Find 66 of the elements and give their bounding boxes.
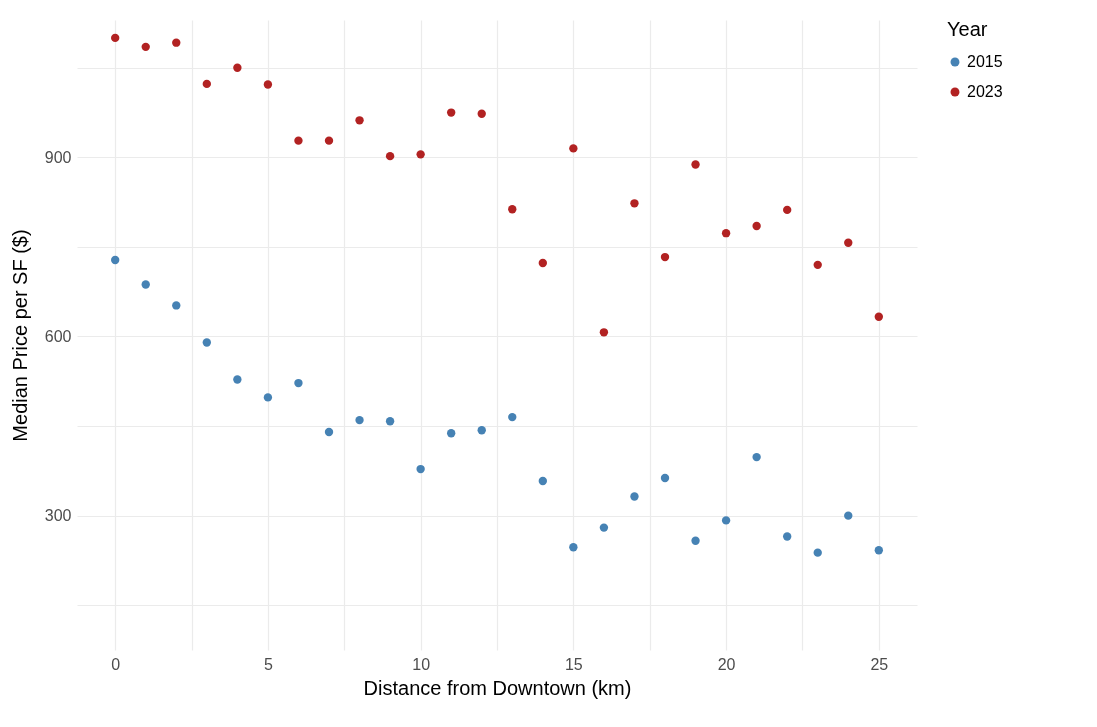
point <box>508 412 517 422</box>
y-axis-title: Median Price per SF ($) <box>8 229 31 442</box>
point <box>569 543 578 552</box>
point <box>294 136 303 145</box>
point <box>324 136 334 145</box>
point <box>721 516 731 525</box>
legend-label: 2015 <box>967 53 1003 70</box>
point <box>660 473 670 483</box>
point <box>202 338 211 347</box>
point <box>813 548 822 557</box>
point <box>599 328 609 337</box>
point <box>294 378 303 388</box>
point <box>813 260 822 270</box>
point <box>263 393 273 402</box>
point <box>874 312 883 321</box>
point <box>141 42 150 52</box>
point <box>508 205 517 214</box>
point <box>538 476 547 486</box>
legend-label: 2023 <box>967 83 1003 100</box>
point <box>202 79 211 89</box>
point <box>111 33 120 43</box>
point <box>355 415 364 425</box>
y-tick-label: 600 <box>44 327 72 345</box>
x-tick-label: 20 <box>717 655 736 673</box>
point <box>233 63 242 72</box>
point <box>874 546 883 555</box>
point <box>752 452 761 462</box>
y-tick-label: 300 <box>44 507 72 525</box>
point <box>172 301 181 310</box>
point <box>355 116 364 125</box>
point <box>263 80 273 89</box>
legend-title: Year <box>947 18 988 40</box>
point <box>141 280 150 289</box>
point <box>385 151 395 161</box>
point <box>111 255 120 265</box>
x-tick-label: 25 <box>870 655 889 673</box>
point <box>447 429 456 438</box>
x-tick-label: 0 <box>111 655 121 673</box>
point <box>691 160 700 169</box>
point <box>660 252 670 262</box>
point <box>569 144 578 153</box>
point <box>783 205 792 215</box>
point <box>416 464 425 474</box>
point <box>630 492 639 501</box>
point <box>538 258 547 268</box>
point <box>233 375 242 384</box>
point <box>844 238 853 247</box>
point <box>752 221 761 231</box>
x-axis-title: Distance from Downtown (km) <box>363 676 632 699</box>
x-tick-label: 15 <box>564 655 583 673</box>
point <box>599 523 609 532</box>
point <box>385 417 395 426</box>
point <box>691 536 700 545</box>
point <box>416 150 425 159</box>
x-tick-label: 10 <box>412 655 431 673</box>
point <box>721 229 731 238</box>
point <box>477 109 486 118</box>
point <box>447 108 456 117</box>
point <box>783 532 792 541</box>
point <box>844 511 853 520</box>
point <box>477 426 486 435</box>
point <box>172 38 181 47</box>
point <box>324 427 334 437</box>
y-tick-label: 900 <box>44 148 72 166</box>
point <box>630 199 639 208</box>
x-tick-label: 5 <box>263 655 273 673</box>
